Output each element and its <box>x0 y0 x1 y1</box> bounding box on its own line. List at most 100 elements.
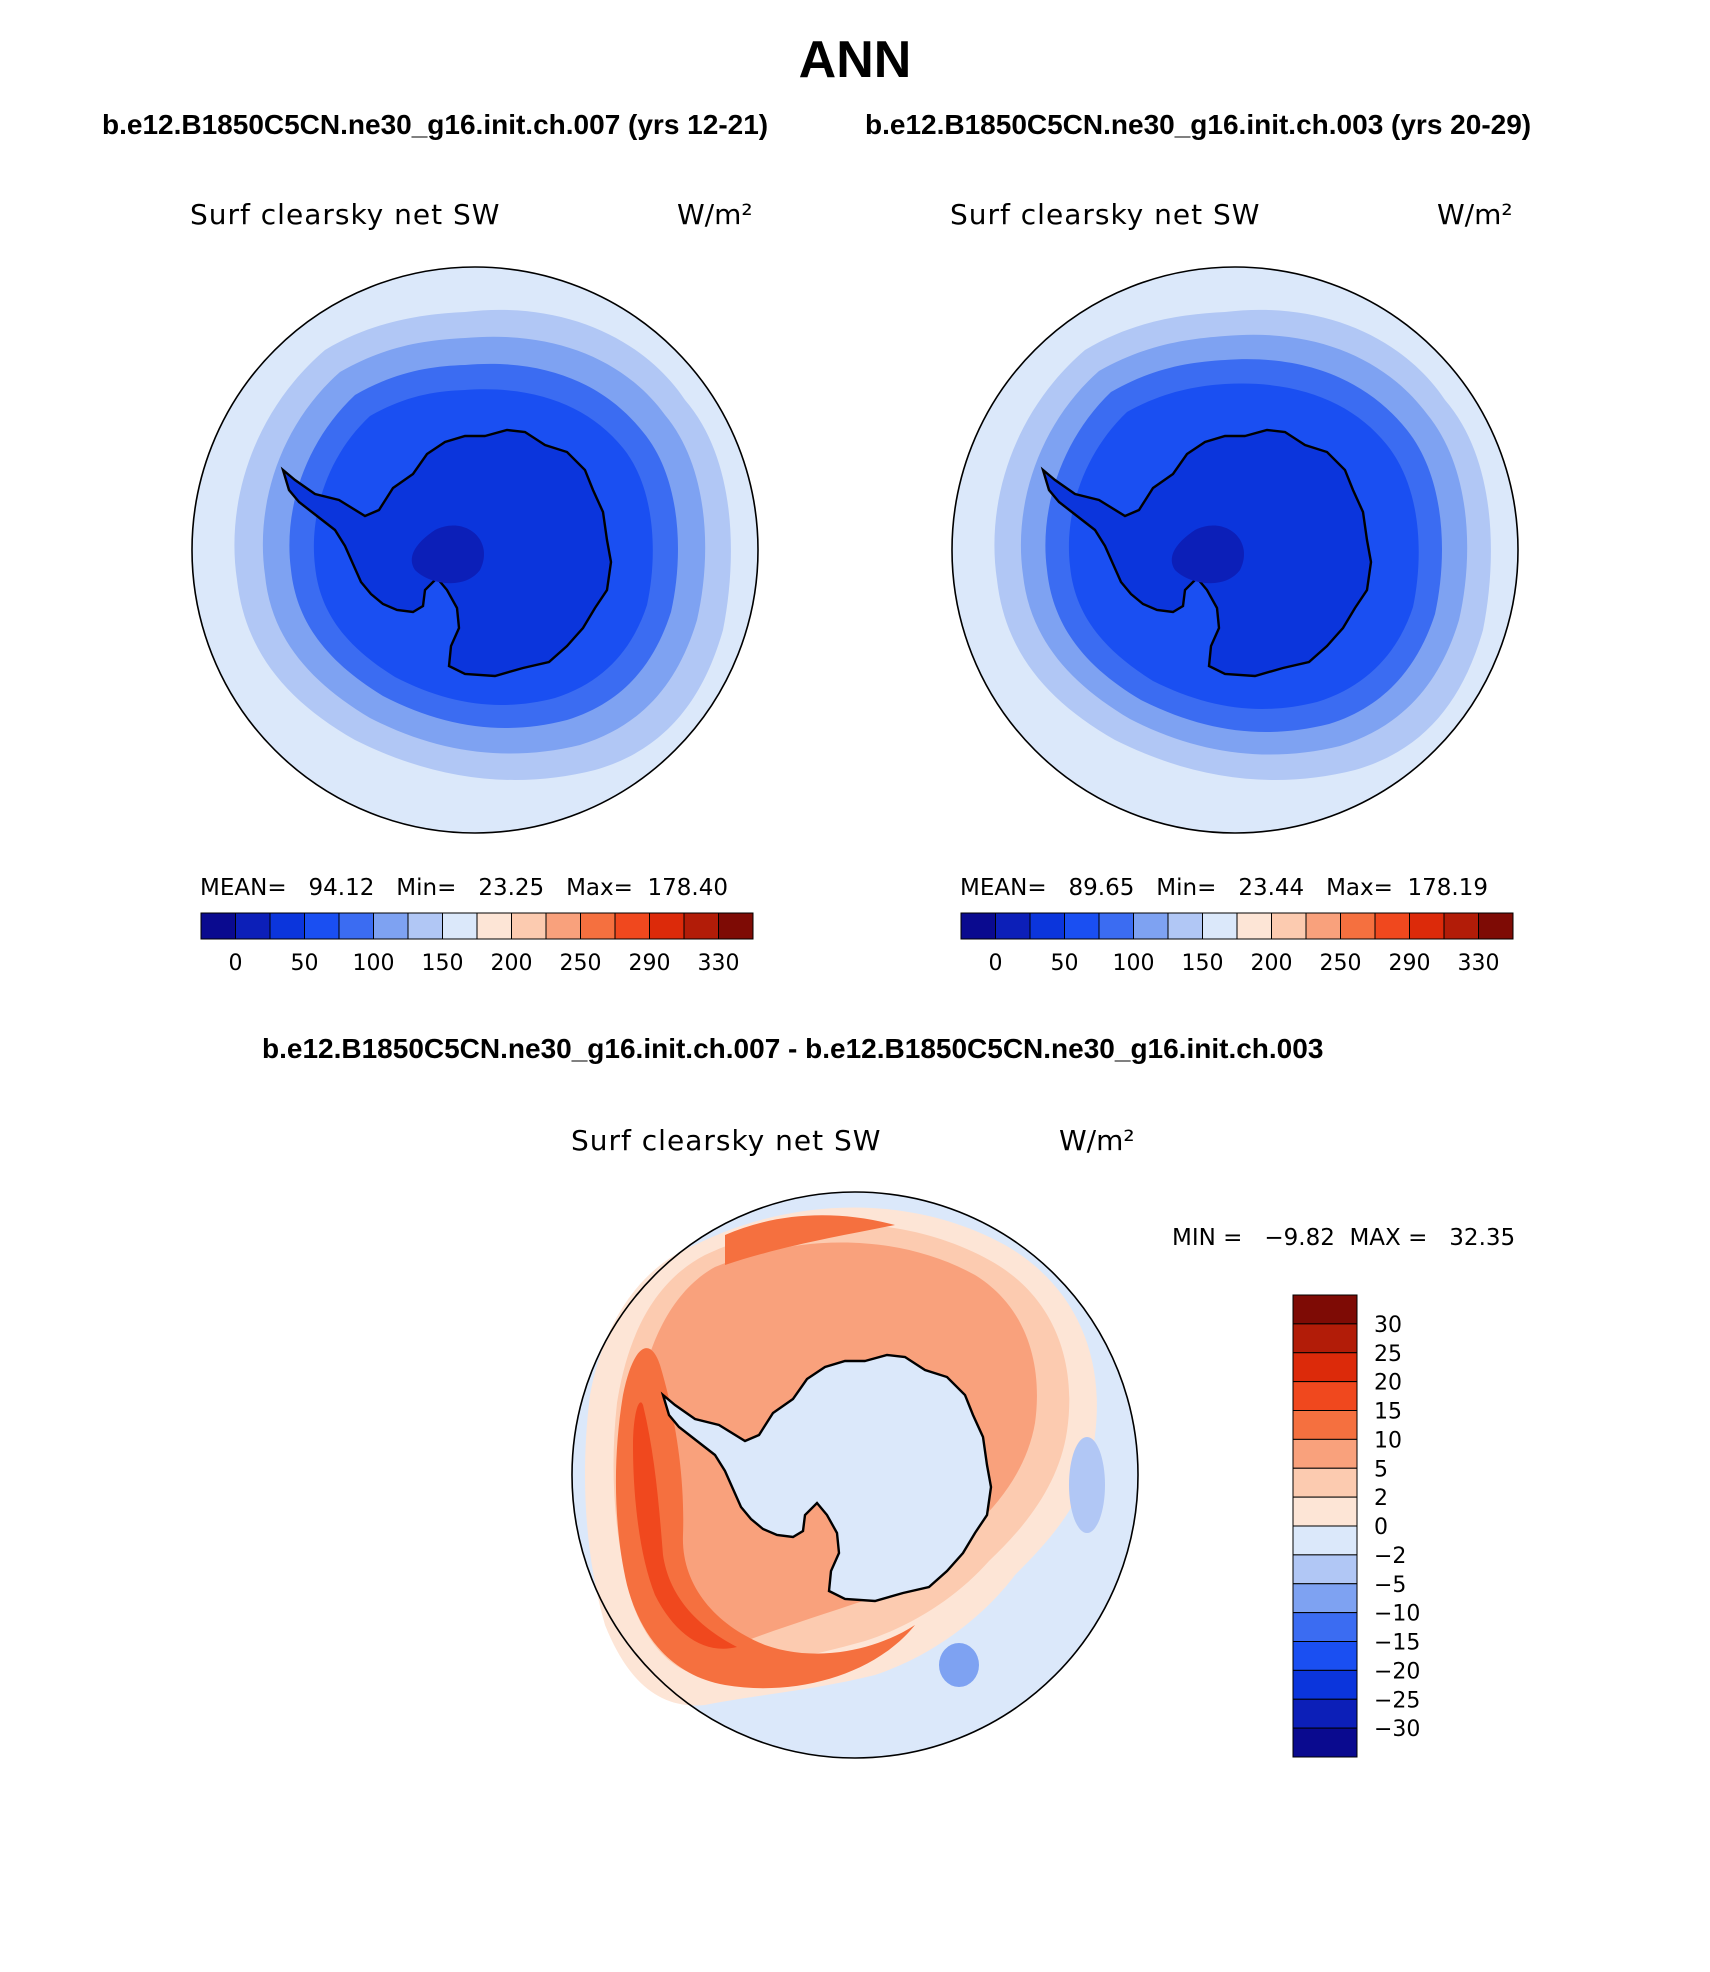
colorbar-tick-label: −30 <box>1374 1717 1420 1742</box>
map-minimum-region <box>411 525 484 584</box>
colorbar-tick-label: 5 <box>1374 1457 1388 1482</box>
colorbar-tick-label: −20 <box>1374 1659 1420 1684</box>
colorbar-swatch <box>442 912 478 940</box>
colorbar-swatch <box>1292 1583 1358 1614</box>
colorbar-tick-label: 50 <box>291 951 319 976</box>
colorbar-swatch <box>338 912 374 940</box>
colorbar-tick-label: −5 <box>1374 1573 1406 1598</box>
diff-minmax: MIN = −9.82 MAX = 32.35 <box>1172 1225 1516 1251</box>
colorbar-tick-label: 290 <box>629 951 671 976</box>
colorbar-tick-label: 250 <box>1320 951 1362 976</box>
colorbar-swatch <box>407 912 443 940</box>
colorbar-tick-label: −15 <box>1374 1631 1420 1656</box>
colorbar-tick-label: 0 <box>229 951 243 976</box>
colorbar-swatch <box>1292 1467 1358 1498</box>
colorbar-swatch <box>235 912 271 940</box>
diff-negative-anomaly-east <box>1069 1437 1105 1533</box>
colorbar-swatch <box>1292 1381 1358 1411</box>
colorbar-swatch <box>580 912 616 940</box>
case-left-subtitle: b.e12.B1850C5CN.ne30_g16.init.ch.007 (yr… <box>102 109 769 140</box>
left-colorbar: 0 50 100 150 200 250 290 330 <box>200 912 754 976</box>
figure-title: ANN <box>798 31 912 89</box>
colorbar-swatch <box>476 912 512 940</box>
right-colorbar: 0 50 100 150 200 250 290 330 <box>960 912 1514 976</box>
colorbar-swatch <box>1292 1525 1358 1556</box>
colorbar-swatch <box>614 912 650 940</box>
colorbar-tick-label: 20 <box>1374 1371 1402 1396</box>
diff-plot-units: W/m² <box>1059 1124 1135 1157</box>
left-plot-variable: Surf clearsky net SW <box>190 198 501 231</box>
colorbar-swatch <box>1374 912 1410 940</box>
colorbar-swatch <box>511 912 547 940</box>
colorbar-swatch <box>1292 1294 1358 1325</box>
colorbar-tick-label: −2 <box>1374 1544 1406 1569</box>
difference-subtitle: b.e12.B1850C5CN.ne30_g16.init.ch.007 - b… <box>262 1033 1324 1064</box>
colorbar-tick-label: 50 <box>1051 951 1079 976</box>
colorbar-swatch <box>1292 1323 1358 1354</box>
diff-plot-variable: Surf clearsky net SW <box>571 1124 882 1157</box>
colorbar-tick-label: 0 <box>1374 1515 1388 1540</box>
colorbar-swatch <box>1292 1669 1358 1700</box>
colorbar-tick-label: 200 <box>1251 951 1293 976</box>
colorbar-tick-label: 25 <box>1374 1342 1402 1367</box>
right-polar-map <box>951 266 1519 834</box>
colorbar-swatch <box>995 912 1031 940</box>
colorbar-tick-label: −25 <box>1374 1688 1420 1713</box>
colorbar-swatch <box>718 912 754 940</box>
case-right-subtitle: b.e12.B1850C5CN.ne30_g16.init.ch.003 (yr… <box>865 109 1532 140</box>
colorbar-swatch <box>1236 912 1272 940</box>
left-plot-units: W/m² <box>677 198 753 231</box>
left-stats: MEAN= 94.12 Min= 23.25 Max= 178.40 <box>200 875 729 901</box>
colorbar-tick-label: 330 <box>698 951 740 976</box>
colorbar-swatch <box>373 912 409 940</box>
right-plot-variable: Surf clearsky net SW <box>950 198 1261 231</box>
colorbar-tick-label: 30 <box>1374 1313 1402 1338</box>
colorbar-swatch <box>1409 912 1445 940</box>
colorbar-swatch <box>1443 912 1479 940</box>
map-border <box>191 266 759 834</box>
colorbar-swatch <box>1167 912 1203 940</box>
colorbar-swatch <box>200 912 236 940</box>
colorbar-swatch <box>649 912 685 940</box>
colorbar-swatch <box>545 912 581 940</box>
colorbar-swatch <box>1305 912 1341 940</box>
colorbar-tick-label: 200 <box>491 951 533 976</box>
diff-band-10-15 <box>615 1348 916 1689</box>
colorbar-swatch <box>683 912 719 940</box>
colorbar-swatch <box>1292 1352 1358 1383</box>
colorbar-tick-label: 250 <box>560 951 602 976</box>
colorbar-swatch <box>304 912 340 940</box>
diff-map-border <box>571 1191 1139 1759</box>
colorbar-tick-label: 10 <box>1374 1428 1402 1453</box>
colorbar-swatch <box>1271 912 1307 940</box>
colorbar-tick-label: 150 <box>1182 951 1224 976</box>
colorbar-tick-label: 150 <box>422 951 464 976</box>
colorbar-swatch <box>1292 1438 1358 1469</box>
left-polar-map <box>191 266 759 834</box>
colorbar-tick-label: 2 <box>1374 1486 1388 1511</box>
colorbar-swatch <box>1478 912 1514 940</box>
colorbar-swatch <box>1292 1698 1358 1729</box>
colorbar-swatch <box>1292 1554 1358 1585</box>
colorbar-swatch <box>1098 912 1134 940</box>
colorbar-tick-label: 100 <box>353 951 395 976</box>
colorbar-swatch <box>1292 1496 1358 1527</box>
map-border <box>951 266 1519 834</box>
right-plot-units: W/m² <box>1437 198 1513 231</box>
colorbar-tick-label: 15 <box>1374 1400 1402 1425</box>
colorbar-swatch <box>1029 912 1065 940</box>
colorbar-swatch <box>269 912 305 940</box>
colorbar-tick-label: 330 <box>1458 951 1500 976</box>
map-minimum-region <box>1171 525 1244 584</box>
colorbar-swatch <box>1202 912 1238 940</box>
colorbar-swatch <box>1292 1612 1358 1642</box>
colorbar-swatch <box>1133 912 1169 940</box>
colorbar-swatch <box>1292 1410 1358 1440</box>
diff-band-north-max <box>725 1215 895 1265</box>
colorbar-swatch <box>1292 1727 1358 1758</box>
colorbar-swatch <box>1340 912 1376 940</box>
colorbar-tick-label: 100 <box>1113 951 1155 976</box>
difference-polar-map <box>571 1191 1139 1759</box>
colorbar-swatch <box>1292 1641 1358 1671</box>
